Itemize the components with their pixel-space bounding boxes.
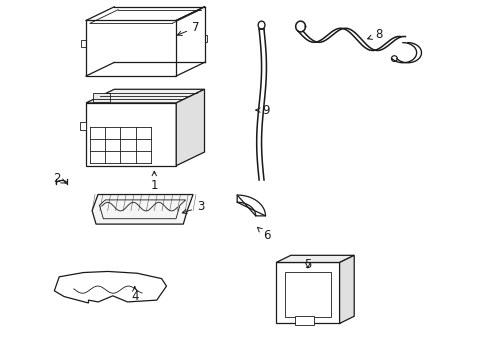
Polygon shape (237, 195, 265, 216)
Polygon shape (86, 89, 204, 103)
Polygon shape (285, 272, 330, 317)
Text: 6: 6 (257, 227, 270, 242)
Polygon shape (80, 122, 86, 130)
Bar (295, 316, 314, 325)
Text: 1: 1 (150, 171, 158, 192)
Text: 8: 8 (367, 28, 382, 41)
Polygon shape (276, 255, 353, 262)
Text: 3: 3 (182, 201, 204, 213)
Text: 5: 5 (304, 258, 311, 271)
Text: 2: 2 (53, 172, 66, 185)
Polygon shape (176, 89, 204, 166)
Polygon shape (204, 35, 206, 42)
Text: 9: 9 (255, 104, 270, 117)
Polygon shape (92, 194, 193, 224)
Bar (93, 93, 110, 102)
Text: 4: 4 (131, 287, 138, 303)
Polygon shape (339, 255, 353, 323)
Polygon shape (81, 40, 86, 47)
Text: 7: 7 (177, 21, 199, 36)
